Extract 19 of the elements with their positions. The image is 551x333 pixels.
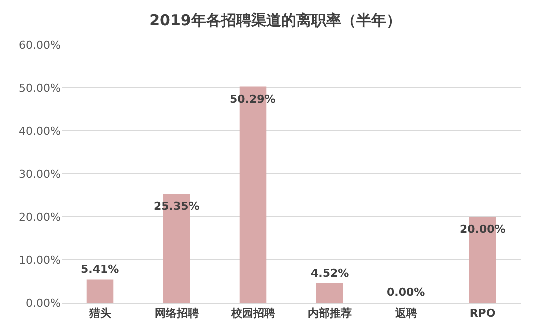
x-tick-label: 网络招聘 bbox=[154, 307, 199, 320]
data-label: 4.52% bbox=[311, 267, 350, 280]
y-tick-label: 10.00% bbox=[19, 254, 61, 267]
x-tick-label: 猎头 bbox=[88, 307, 112, 320]
data-label: 5.41% bbox=[81, 263, 120, 276]
y-tick-label: 30.00% bbox=[19, 168, 61, 181]
x-tick-label: 返聘 bbox=[394, 307, 418, 320]
x-tick-label: 内部推荐 bbox=[308, 307, 352, 320]
bar bbox=[316, 284, 344, 303]
x-tick-label: 校园招聘 bbox=[230, 307, 276, 320]
y-tick-label: 60.00% bbox=[19, 38, 61, 52]
data-label: 0.00% bbox=[387, 286, 426, 299]
y-tick-label: 0.00% bbox=[26, 296, 61, 310]
y-tick-label: 40.00% bbox=[19, 124, 61, 138]
bar bbox=[86, 280, 114, 303]
y-tick-label: 20.00% bbox=[19, 210, 61, 224]
y-tick-label: 50.00% bbox=[19, 82, 61, 95]
chart-title: 2019年各招聘渠道的离职率（半年） bbox=[150, 11, 402, 30]
x-tick-label: RPO bbox=[470, 307, 496, 320]
